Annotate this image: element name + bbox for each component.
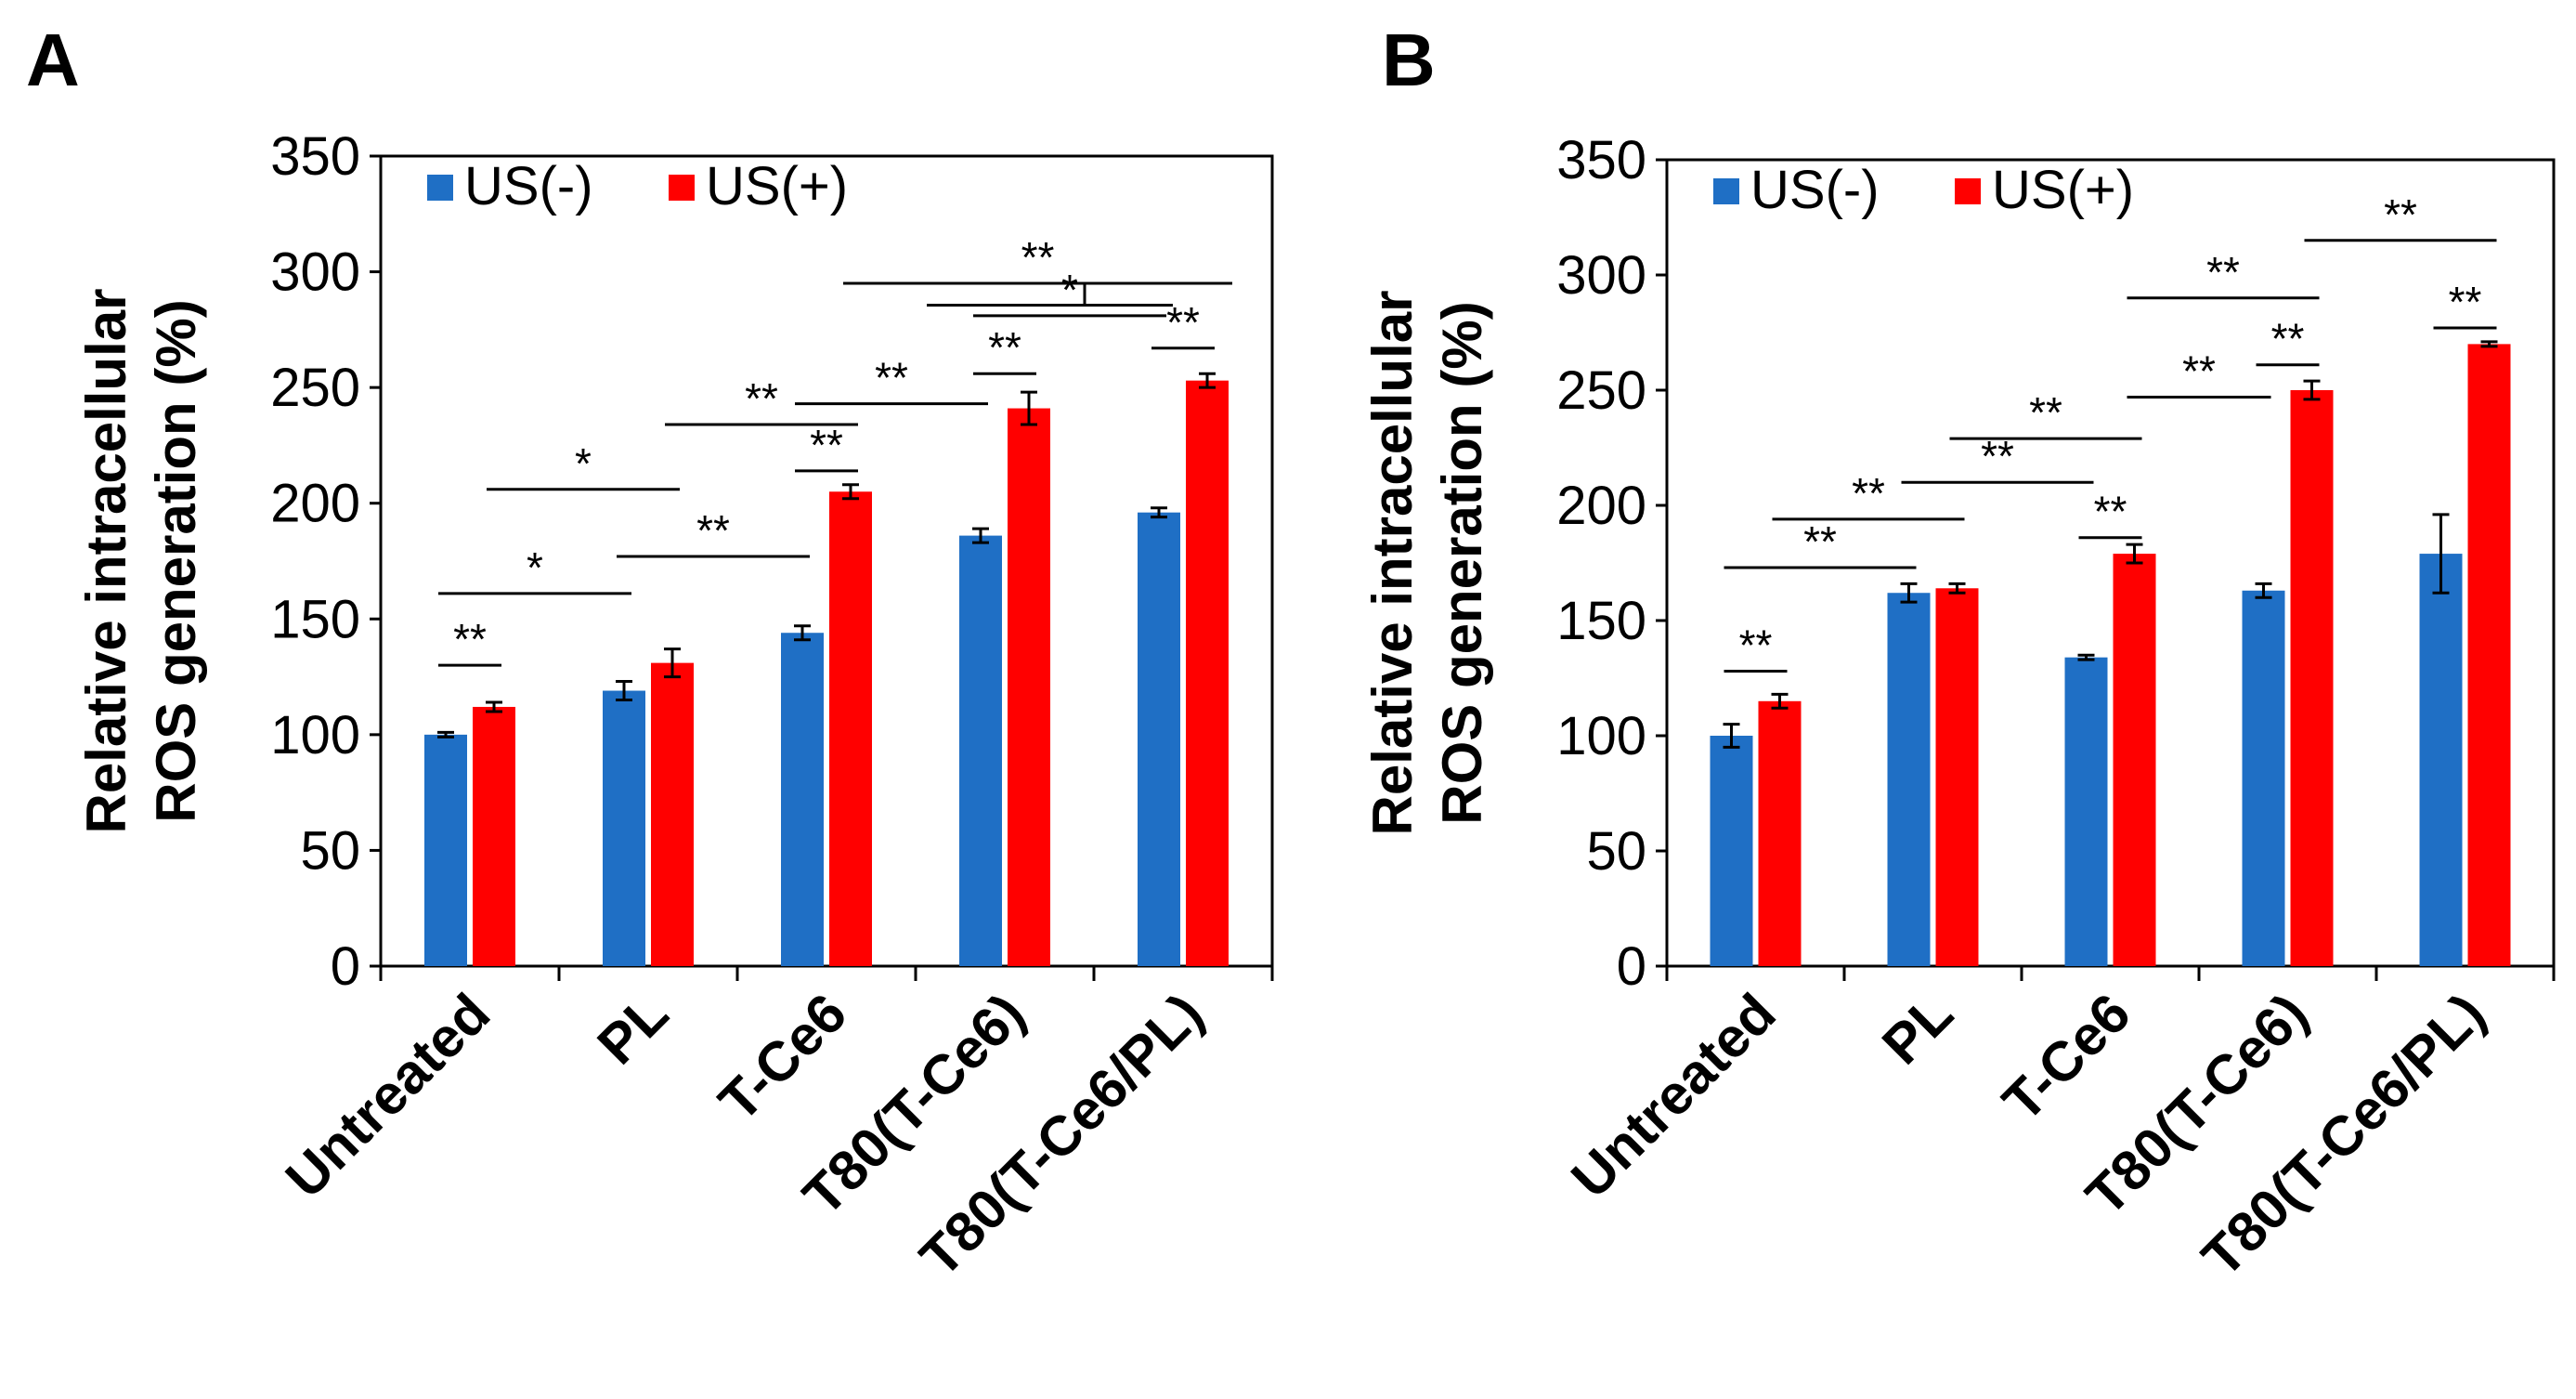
bar-US(+)-T-Ce6	[2113, 554, 2156, 966]
significance-label: **	[453, 615, 487, 663]
bar-US(-)-T-Ce6	[781, 633, 824, 966]
bar-US(-)-Untreated	[1710, 736, 1753, 966]
bar-US(+)-Untreated	[473, 706, 515, 966]
y-tick-label: 250	[1556, 360, 1646, 421]
significance-label: **	[2206, 248, 2240, 296]
panel-a: A 0 50 100 150 200 250 300 350 Relative intracell…	[26, 19, 1274, 1288]
y-tick-label: 100	[1556, 706, 1646, 766]
significance-label: **	[1803, 517, 1837, 566]
y-tick-label: 250	[270, 358, 360, 418]
y-tick-label: 0	[1617, 936, 1646, 997]
legend-swatch	[427, 175, 453, 201]
legend-swatch	[1713, 178, 1739, 204]
bar-US(+)-PL	[651, 662, 694, 966]
y-axis-label-line: Relative intracellular	[1361, 291, 1424, 836]
significance-label: **	[745, 374, 778, 423]
y-tick-label: 350	[270, 126, 360, 187]
significance-label: *	[1061, 266, 1078, 314]
y-tick-label: 200	[1556, 476, 1646, 536]
significance-label: **	[875, 354, 908, 402]
significance-label: **	[1981, 432, 2014, 480]
bar-US(+)-T80(T-Ce6)	[1008, 408, 1050, 967]
significance-label: **	[988, 323, 1021, 372]
legend-swatch	[1955, 178, 1981, 204]
bar-US(-)-Untreated	[424, 734, 467, 966]
bar-US(-)-T-Ce6	[2064, 657, 2108, 966]
significance-label: **	[2182, 346, 2216, 395]
significance-label: **	[696, 506, 730, 555]
x-category-label: Untreated	[1559, 982, 1787, 1209]
y-axis-label-line: Relative intracellular	[75, 289, 137, 834]
significance-label: **	[1739, 621, 1773, 670]
bar-US(-)-PL	[1887, 593, 1931, 966]
panel-letter: B	[1382, 19, 1436, 101]
significance-label: **	[2029, 388, 2062, 437]
x-category-label: PL	[586, 982, 681, 1077]
y-tick-label: 100	[270, 705, 360, 765]
bar-US(+)-T80(T-Ce6/PL)	[1186, 380, 1229, 966]
significance-label: **	[2449, 278, 2482, 326]
significance-label: **	[2384, 190, 2417, 239]
y-tick-label: 50	[1586, 821, 1646, 882]
y-tick-label: 200	[270, 474, 360, 534]
legend-label: US(+)	[1992, 160, 2134, 220]
legend-label: US(-)	[464, 156, 593, 216]
y-axis-label-line: ROS generation (%)	[1431, 301, 1493, 824]
x-category-label: PL	[1870, 982, 1965, 1077]
x-category-label: T-Ce6	[1991, 982, 2142, 1133]
significance-label: **	[1021, 233, 1055, 281]
x-category-label: T-Ce6	[707, 982, 858, 1133]
bar-US(+)-T80(T-Ce6)	[2290, 390, 2334, 966]
legend-label: US(-)	[1750, 160, 1880, 220]
panel-letter: A	[26, 19, 80, 101]
bar-US(-)-PL	[603, 690, 645, 966]
significance-label: **	[1852, 469, 1885, 517]
y-tick-label: 0	[331, 936, 360, 997]
bar-US(+)-Untreated	[1758, 700, 1802, 966]
x-category-label: Untreated	[274, 982, 501, 1209]
y-tick-label: 350	[1556, 130, 1646, 190]
bar-US(+)-PL	[1935, 588, 1979, 966]
y-tick-label: 300	[1556, 245, 1646, 306]
y-tick-label: 150	[1556, 591, 1646, 651]
plot-frame	[1665, 158, 2556, 968]
legend-label: US(+)	[706, 156, 848, 216]
y-tick-label: 50	[300, 820, 360, 881]
panel-b: B 0 50 100 150 200 250 300 350 Relative intracell…	[1361, 19, 2556, 1288]
plot-frame	[379, 154, 1274, 968]
significance-label: **	[810, 421, 843, 469]
significance-label: **	[2271, 315, 2305, 363]
y-tick-label: 300	[270, 242, 360, 303]
significance-label: *	[575, 439, 592, 488]
y-axis-label-line: ROS generation (%)	[145, 299, 207, 822]
bar-US(-)-T80(T-Ce6/PL)	[1138, 512, 1180, 966]
significance-label: **	[2094, 488, 2127, 536]
bar-US(+)-T80(T-Ce6/PL)	[2467, 344, 2511, 966]
bar-US(-)-T80(T-Ce6)	[959, 535, 1002, 966]
bar-US(-)-T80(T-Ce6/PL)	[2419, 554, 2463, 966]
y-tick-label: 150	[270, 589, 360, 649]
bar-US(+)-T-Ce6	[829, 491, 872, 966]
bar-US(-)-T80(T-Ce6)	[2242, 590, 2285, 966]
legend-swatch	[669, 175, 695, 201]
significance-label: *	[527, 543, 543, 592]
